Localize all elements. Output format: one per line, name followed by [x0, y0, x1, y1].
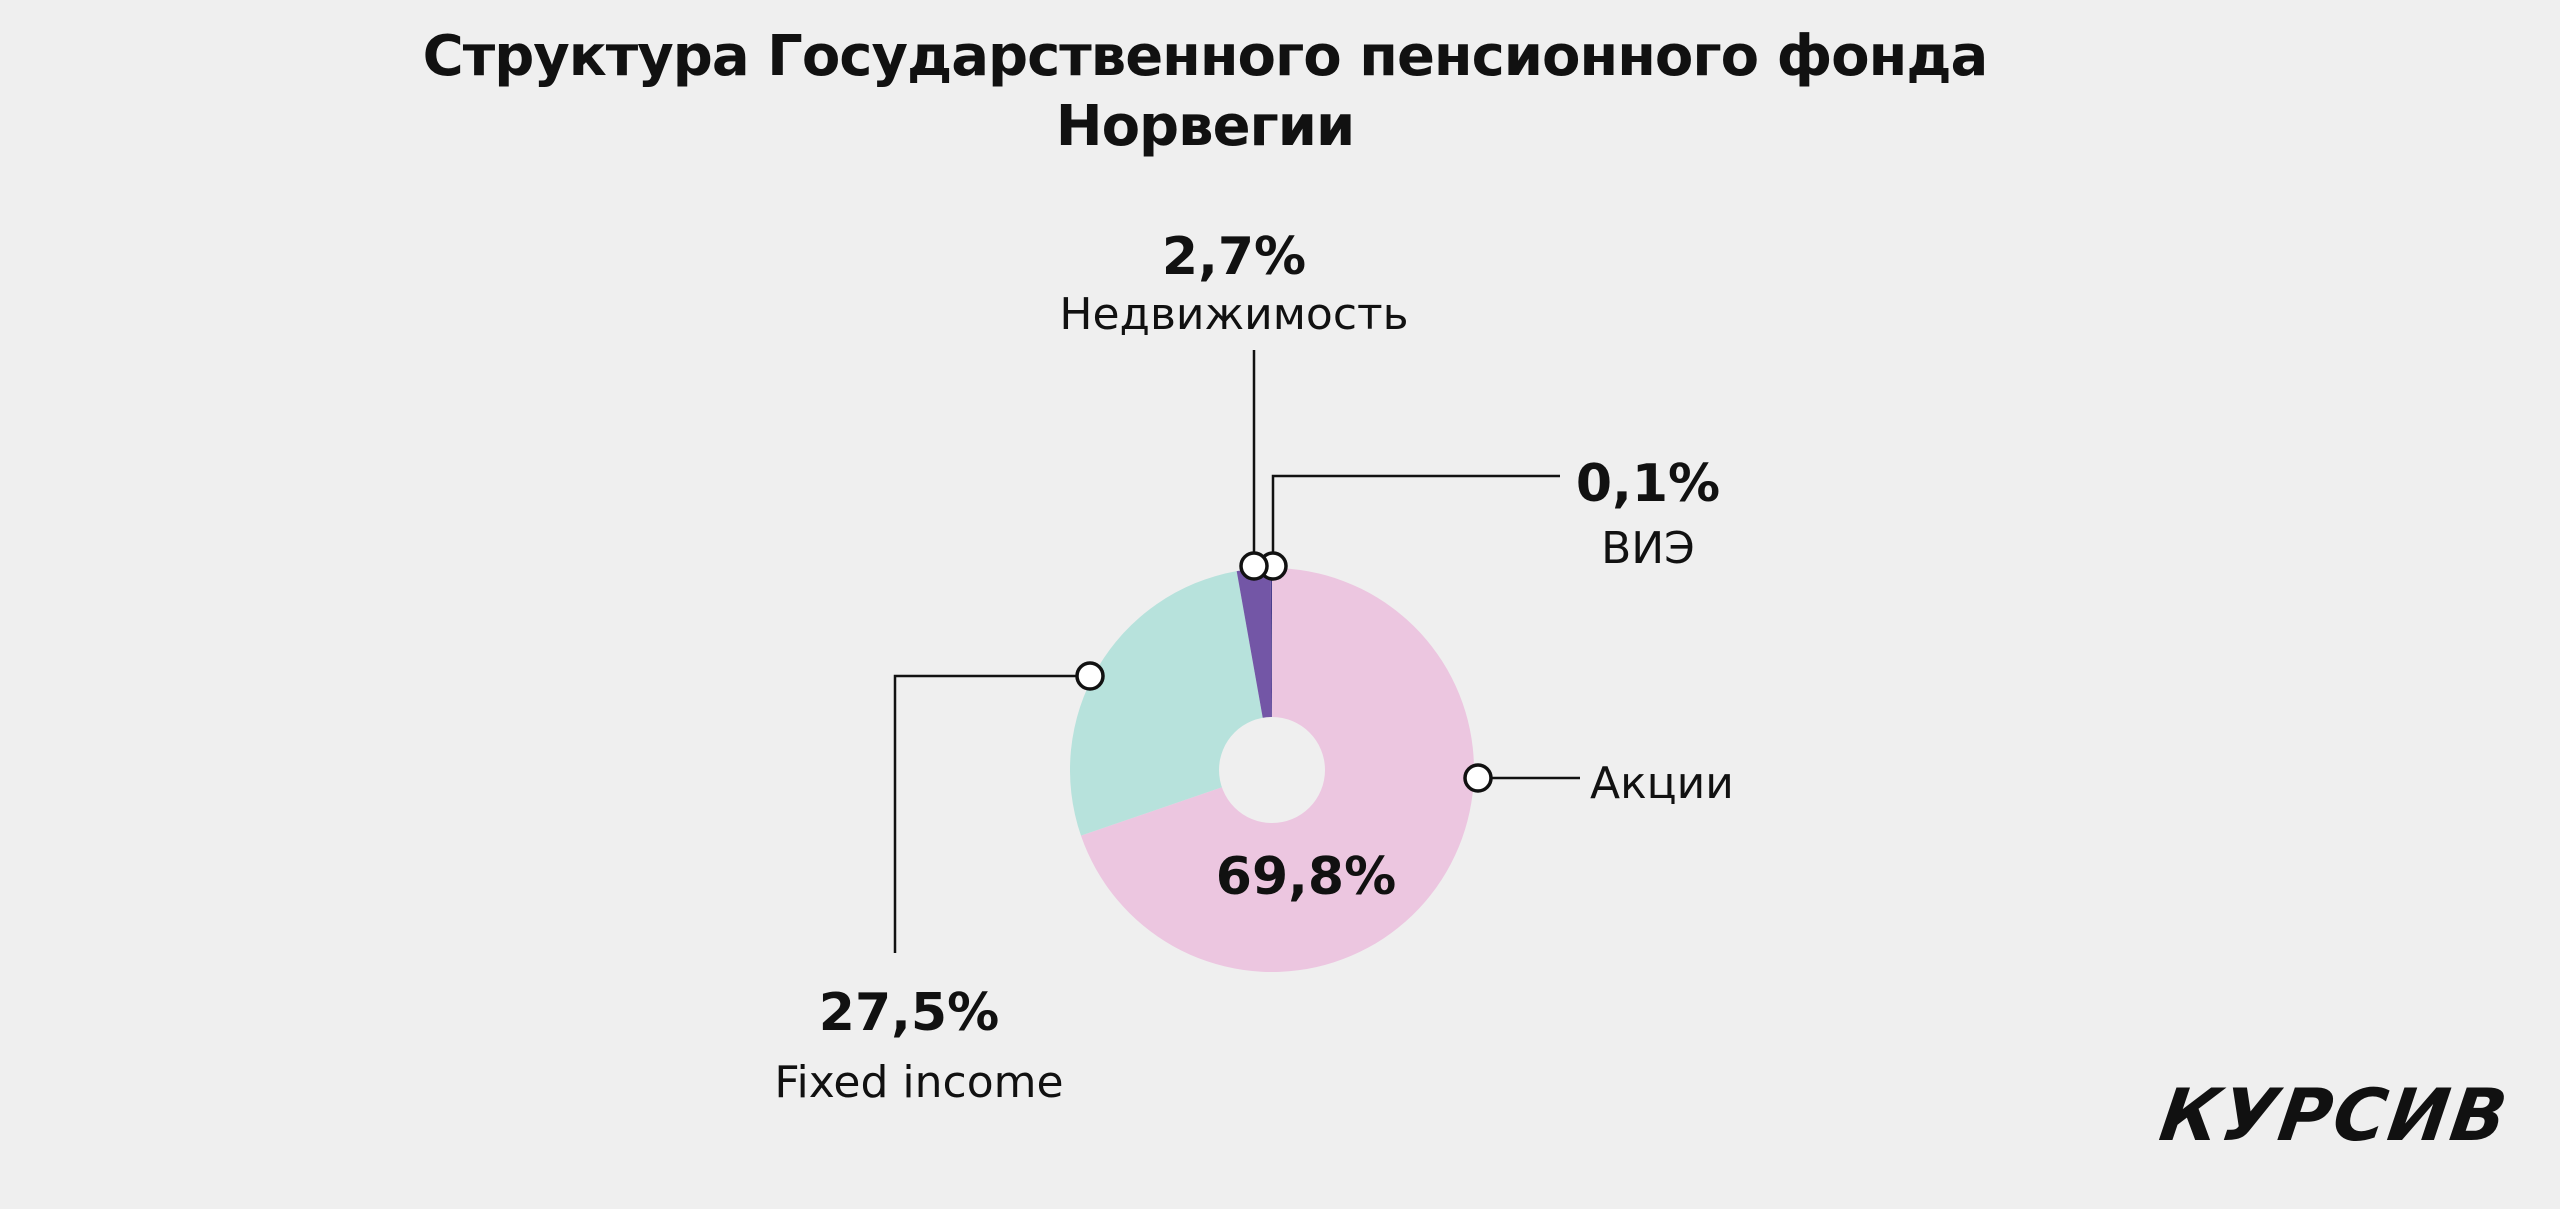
leader-line-vie [1271, 474, 1560, 566]
chart-title-line-1: Структура Государственного пенсионного ф… [422, 24, 1989, 89]
leader-line-fixed-income [893, 674, 1090, 953]
value-label-nedvizhimost: 2,7% [1162, 227, 1306, 287]
category-label-vie: ВИЭ [1601, 523, 1695, 574]
value-label-vie: 0,1% [1576, 454, 1720, 514]
donut-hole [1219, 717, 1325, 823]
category-label-fixed-income: Fixed income [774, 1057, 1063, 1108]
chart-title: Структура Государственного пенсионного ф… [0, 22, 2410, 162]
marker-aktsii [1463, 763, 1493, 793]
slice-markers [1075, 551, 1493, 793]
leader-lines [893, 350, 1580, 953]
value-label-aktsii: 69,8% [1216, 847, 1396, 907]
pie-slice-3 [1270, 568, 1272, 770]
value-label-fixed-income: 27,5% [819, 983, 999, 1043]
marker-nedvizhimost [1239, 551, 1269, 581]
chart-title-line-2: Норвегии [1055, 94, 1356, 159]
category-label-aktsii: Акции [1590, 758, 1734, 809]
category-label-nedvizhimost: Недвижимость [1059, 289, 1408, 340]
marker-fixed-income [1075, 661, 1105, 691]
brand-logo: КУРСИВ [2154, 1073, 2514, 1157]
